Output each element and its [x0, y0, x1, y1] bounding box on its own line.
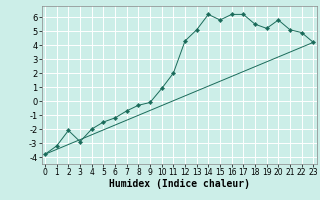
X-axis label: Humidex (Indice chaleur): Humidex (Indice chaleur)	[109, 179, 250, 189]
